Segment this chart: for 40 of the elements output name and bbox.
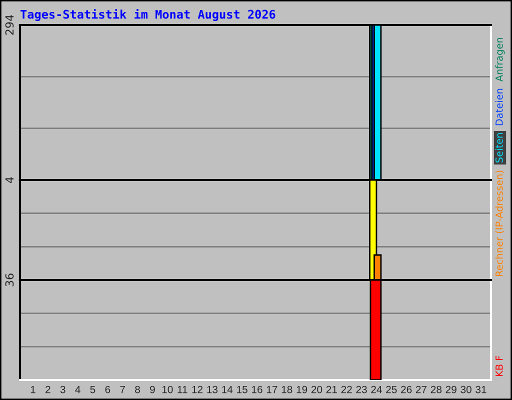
x-tick-label: 6 [105, 386, 110, 394]
x-tick-label: 21 [326, 386, 337, 394]
x-tick-label: 4 [75, 386, 80, 394]
y-tick-label: 4 [5, 177, 14, 183]
x-tick-label: 5 [90, 386, 96, 394]
x-tick-label: 3 [60, 386, 66, 394]
x-tick-label: 22 [341, 386, 352, 394]
x-tick-label: 16 [252, 386, 262, 394]
x-tick-label: 18 [282, 386, 292, 394]
x-tick-label: 20 [311, 386, 322, 394]
x-tick-label: 25 [386, 386, 397, 394]
y-tick-label: 294 [5, 15, 14, 35]
text: KB F [496, 356, 503, 376]
y-tick-label: 36 [5, 274, 14, 286]
x-tick-label: 26 [401, 386, 412, 394]
text: Rechner (IP-Adressen) [495, 170, 504, 276]
x-tick-label: 28 [430, 386, 442, 394]
x-tick-label: 8 [135, 386, 140, 394]
x-tick-label: 10 [162, 386, 173, 394]
x-tick-label: 31 [476, 386, 486, 394]
x-tick-label: 12 [192, 386, 203, 394]
x-tick-label: 29 [446, 386, 456, 394]
x-tick-label: 14 [222, 386, 233, 394]
x-tick-label: 24 [371, 386, 382, 394]
x-tick-label: 7 [120, 386, 125, 394]
x-tick-label: 13 [207, 386, 218, 394]
text: Dateien [495, 88, 503, 126]
x-tick-label: 19 [296, 386, 308, 394]
x-tick-label: 1 [30, 386, 36, 394]
x-tick-label: 15 [237, 386, 248, 394]
x-tick-label: 23 [356, 386, 367, 394]
x-tick-label: 27 [416, 386, 427, 394]
text: Anfragen [495, 38, 505, 82]
text: Seiten [495, 133, 503, 162]
x-tick-label: 30 [460, 386, 472, 394]
x-tick-label: 9 [150, 386, 155, 394]
x-tick-label: 17 [266, 386, 278, 394]
x-tick-label: 11 [178, 386, 188, 394]
x-tick-label: 2 [46, 386, 50, 394]
chart-title: Tages-Statistik im Monat August 2026 [20, 8, 276, 22]
